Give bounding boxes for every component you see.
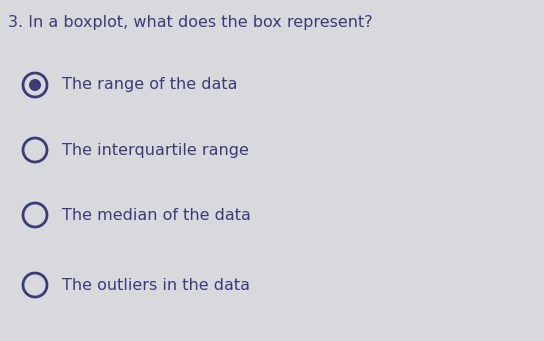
Text: The outliers in the data: The outliers in the data [62,278,250,293]
Text: 3. In a boxplot, what does the box represent?: 3. In a boxplot, what does the box repre… [8,15,373,30]
Text: The range of the data: The range of the data [62,77,238,92]
Circle shape [29,79,41,91]
Text: The median of the data: The median of the data [62,208,251,222]
Text: The interquartile range: The interquartile range [62,143,249,158]
